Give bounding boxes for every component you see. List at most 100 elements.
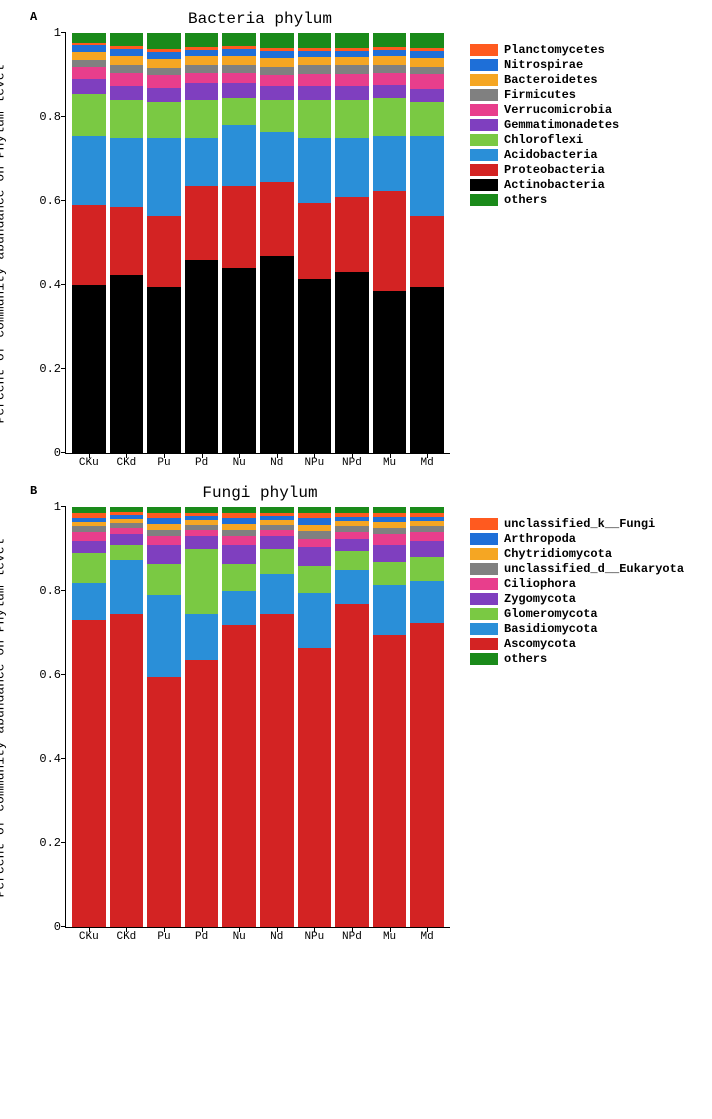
bar-segment: [72, 285, 106, 453]
bar-segment: [147, 564, 181, 596]
x-tick-label: Nu: [233, 931, 246, 943]
stacked-bar: Nu: [222, 33, 256, 453]
legend: PlanctomycetesNitrospiraeBacteroidetesFi…: [470, 43, 619, 208]
legend-item: Bacteroidetes: [470, 73, 619, 87]
legend-item: Ascomycota: [470, 637, 684, 651]
legend-item: Verrucomicrobia: [470, 103, 619, 117]
y-tick-label: 0.8: [26, 584, 61, 598]
bar-segment: [298, 65, 332, 73]
bar-segment: [298, 566, 332, 593]
bar-segment: [335, 86, 369, 101]
panel-label: B: [30, 484, 37, 498]
bar-segment: [298, 593, 332, 648]
bar-segment: [410, 51, 444, 59]
legend-label: Zygomycota: [504, 592, 576, 606]
y-tick-label: 0.4: [26, 278, 61, 292]
x-tick-label: Mu: [383, 457, 396, 469]
legend-label: Ascomycota: [504, 637, 576, 651]
stacked-bar: CKu: [72, 507, 106, 927]
bar-segment: [185, 33, 219, 47]
bar-segment: [410, 623, 444, 928]
x-tick-label: Nu: [233, 457, 246, 469]
y-tick-label: 0.4: [26, 752, 61, 766]
bar-segment: [110, 614, 144, 927]
bar-segment: [72, 620, 106, 927]
legend-swatch: [470, 119, 498, 131]
bar-segment: [72, 52, 106, 60]
legend-label: Acidobacteria: [504, 148, 598, 162]
bar-segment: [72, 60, 106, 68]
bar-segment: [260, 614, 294, 927]
bar-segment: [410, 287, 444, 453]
bar-segment: [373, 534, 407, 545]
bar-segment: [72, 532, 106, 540]
legend-label: Actinobacteria: [504, 178, 605, 192]
bar-segment: [185, 260, 219, 453]
bar-segment: [335, 551, 369, 570]
bar-segment: [260, 75, 294, 86]
bar-segment: [110, 56, 144, 64]
y-tick-label: 1: [26, 26, 61, 40]
stacked-bar: CKd: [110, 507, 144, 927]
bar-segment: [147, 52, 181, 60]
bar-segment: [260, 58, 294, 66]
legend-swatch: [470, 638, 498, 650]
stacked-bar: CKu: [72, 33, 106, 453]
legend-label: Chytridiomycota: [504, 547, 612, 561]
legend-item: Zygomycota: [470, 592, 684, 606]
stacked-bar: Mu: [373, 507, 407, 927]
bar-segment: [373, 291, 407, 453]
bar-segment: [185, 56, 219, 64]
stacked-bar: NPu: [298, 507, 332, 927]
bar-segment: [260, 100, 294, 132]
legend-label: others: [504, 652, 547, 666]
legend: unclassified_k__FungiArthropodaChytridio…: [470, 517, 684, 667]
bar-segment: [260, 86, 294, 101]
legend-item: Proteobacteria: [470, 163, 619, 177]
x-tick-label: NPu: [304, 457, 324, 469]
x-tick-label: Md: [421, 457, 434, 469]
bar-segment: [410, 102, 444, 136]
bar-segment: [72, 79, 106, 94]
x-tick-label: CKu: [79, 931, 99, 943]
bar-segment: [335, 33, 369, 48]
bar-segment: [373, 191, 407, 292]
bar-segment: [147, 138, 181, 216]
legend-swatch: [470, 623, 498, 635]
chart-title: Fungi phylum: [60, 484, 460, 502]
bar-segment: [147, 536, 181, 544]
bar-segment: [373, 635, 407, 927]
legend-item: Chloroflexi: [470, 133, 619, 147]
plot-area: 00.20.40.60.81CKuCKdPuPdNuNdNPuNPdMuMd: [65, 507, 450, 928]
legend-item: Ciliophora: [470, 577, 684, 591]
legend-item: Planctomycetes: [470, 43, 619, 57]
y-tick-label: 0.6: [26, 194, 61, 208]
bar-segment: [222, 564, 256, 591]
bar-segment: [260, 574, 294, 614]
x-tick-label: Pu: [157, 931, 170, 943]
bar-segment: [110, 65, 144, 73]
bar-segment: [260, 256, 294, 453]
bar-segment: [185, 138, 219, 186]
legend-swatch: [470, 563, 498, 575]
bar-segment: [373, 585, 407, 635]
bar-segment: [110, 545, 144, 560]
bar-segment: [298, 33, 332, 48]
bar-segment: [335, 604, 369, 927]
bar-segment: [260, 67, 294, 75]
bar-segment: [410, 557, 444, 580]
bar-segment: [222, 545, 256, 564]
bar-segment: [335, 100, 369, 138]
bar-segment: [410, 33, 444, 48]
legend-swatch: [470, 59, 498, 71]
chart-panel: ABacteria phylumPercent of community abu…: [10, 10, 702, 454]
bar-segment: [185, 614, 219, 660]
bar-segment: [373, 136, 407, 191]
stacked-bar: NPu: [298, 33, 332, 453]
bar-segment: [298, 138, 332, 203]
bar-segment: [222, 186, 256, 268]
x-tick-label: Pd: [195, 931, 208, 943]
legend-item: Basidiomycota: [470, 622, 684, 636]
bar-segment: [298, 100, 332, 138]
stacked-bar: NPd: [335, 507, 369, 927]
